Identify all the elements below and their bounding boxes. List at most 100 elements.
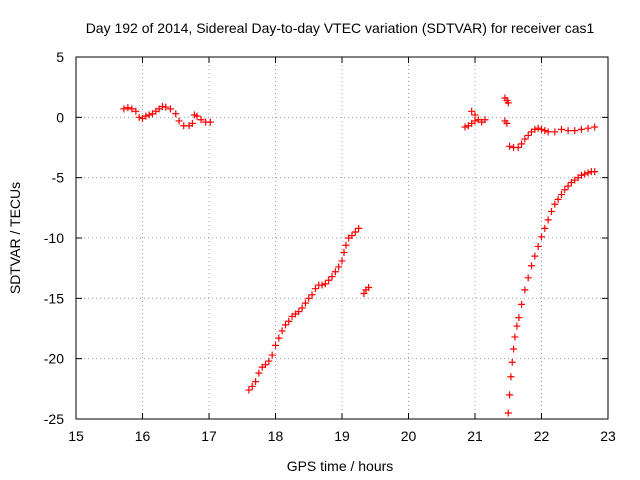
data-point <box>538 125 545 133</box>
data-point <box>262 361 270 369</box>
data-point <box>521 135 529 143</box>
data-point <box>507 373 515 381</box>
data-point <box>342 241 350 249</box>
data-point <box>335 263 343 271</box>
data-point <box>298 304 306 312</box>
series-arc-2 <box>245 224 373 394</box>
data-point <box>521 286 529 294</box>
x-tick-labels: 15 16 17 18 19 20 21 22 23 <box>68 428 616 444</box>
data-point <box>355 224 363 232</box>
data-point <box>308 291 316 299</box>
data-point <box>252 378 260 386</box>
data-point <box>471 111 479 119</box>
data-point <box>162 103 170 111</box>
data-point <box>318 281 326 289</box>
data-point <box>524 274 532 282</box>
data-point <box>365 283 373 291</box>
x-tick-label: 23 <box>600 428 616 444</box>
data-point <box>544 216 552 224</box>
data-point <box>591 168 599 176</box>
data-point <box>564 127 572 135</box>
y-tick-label: -15 <box>44 290 64 306</box>
data-point <box>504 409 512 417</box>
chart-title: Day 192 of 2014, Sidereal Day-to-day VTE… <box>86 20 595 36</box>
data-point <box>275 334 283 342</box>
data-point <box>584 124 592 132</box>
data-point <box>188 119 196 127</box>
data-point <box>328 273 336 281</box>
data-point <box>325 276 333 284</box>
x-tick-label: 20 <box>401 428 417 444</box>
x-tick-label: 22 <box>534 428 550 444</box>
data-point <box>301 299 309 307</box>
data-point <box>340 248 348 256</box>
data-point <box>506 142 514 150</box>
data-point <box>278 327 286 335</box>
data-point <box>351 228 359 236</box>
data-point <box>513 322 521 330</box>
data-point <box>541 224 549 232</box>
series-arc-1 <box>120 102 214 130</box>
data-point <box>541 127 549 135</box>
data-point <box>531 125 539 133</box>
y-tick-label: -25 <box>44 411 64 427</box>
data-point <box>534 242 542 250</box>
data-point <box>504 99 512 107</box>
data-point <box>321 280 329 288</box>
data-point <box>551 200 559 208</box>
data-point <box>145 111 153 119</box>
data-point <box>547 207 555 215</box>
data-point <box>132 107 140 115</box>
data-point <box>295 308 303 316</box>
data-point <box>338 257 346 265</box>
x-tick-label: 15 <box>68 428 84 444</box>
data-point <box>534 124 542 132</box>
data-point <box>531 252 539 260</box>
data-point <box>564 182 572 190</box>
data-point <box>206 118 214 126</box>
series-arc-4 <box>504 168 599 417</box>
data-point <box>175 117 183 125</box>
data-points <box>120 94 599 417</box>
data-point <box>281 321 289 329</box>
data-point <box>577 125 585 133</box>
data-point <box>471 117 479 125</box>
data-point <box>197 116 205 124</box>
data-point <box>265 357 273 365</box>
data-point <box>128 105 136 113</box>
x-tick-label: 18 <box>268 428 284 444</box>
data-point <box>584 169 592 177</box>
data-point <box>511 333 519 341</box>
data-point <box>120 105 128 113</box>
data-point <box>581 170 589 178</box>
data-point <box>515 314 523 322</box>
ticks <box>75 56 609 420</box>
y-tick-label: -5 <box>52 170 65 186</box>
data-point <box>158 102 166 110</box>
data-point <box>528 262 536 270</box>
data-point <box>506 391 514 399</box>
data-point <box>514 144 522 151</box>
data-point <box>268 351 276 359</box>
data-point <box>557 191 565 199</box>
data-point <box>331 268 339 276</box>
data-point <box>554 195 562 203</box>
data-point <box>311 285 319 293</box>
y-tick-label: -10 <box>44 230 64 246</box>
data-point <box>248 382 256 390</box>
data-point <box>348 232 356 240</box>
data-point <box>518 140 526 148</box>
data-point <box>518 300 526 308</box>
x-tick-label: 19 <box>334 428 350 444</box>
x-tick-label: 17 <box>201 428 217 444</box>
y-axis-label: SDTVAR / TECUs <box>7 182 23 294</box>
data-point <box>255 369 263 377</box>
y-tick-label: 0 <box>56 109 64 125</box>
data-point <box>305 294 313 302</box>
data-point <box>360 290 368 298</box>
data-point <box>524 131 532 139</box>
series-arc-3 <box>461 94 599 151</box>
data-point <box>591 123 599 131</box>
y-tick-label: 5 <box>56 49 64 65</box>
